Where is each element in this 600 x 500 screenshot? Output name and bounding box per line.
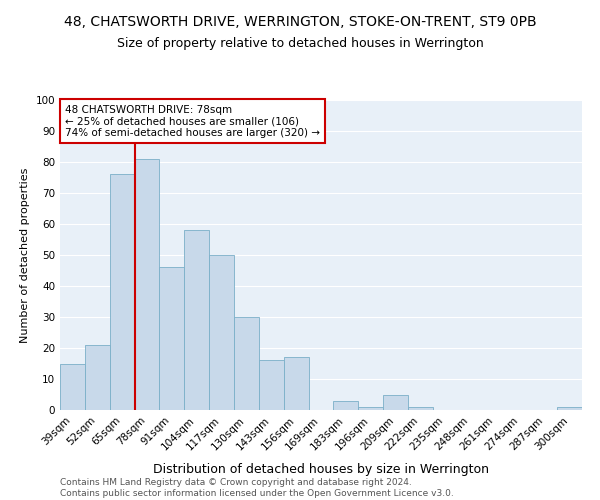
Bar <box>234 317 259 410</box>
Bar <box>358 407 383 410</box>
Bar <box>134 159 160 410</box>
Bar <box>259 360 284 410</box>
Bar <box>110 174 134 410</box>
Bar <box>383 394 408 410</box>
Bar <box>334 400 358 410</box>
Bar <box>209 255 234 410</box>
Bar <box>557 407 582 410</box>
Text: Contains HM Land Registry data © Crown copyright and database right 2024.
Contai: Contains HM Land Registry data © Crown c… <box>60 478 454 498</box>
Bar <box>284 358 308 410</box>
Text: 48 CHATSWORTH DRIVE: 78sqm
← 25% of detached houses are smaller (106)
74% of sem: 48 CHATSWORTH DRIVE: 78sqm ← 25% of deta… <box>65 104 320 138</box>
Bar <box>85 345 110 410</box>
Bar <box>60 364 85 410</box>
X-axis label: Distribution of detached houses by size in Werrington: Distribution of detached houses by size … <box>153 463 489 476</box>
Y-axis label: Number of detached properties: Number of detached properties <box>20 168 30 342</box>
Text: Size of property relative to detached houses in Werrington: Size of property relative to detached ho… <box>116 38 484 51</box>
Bar <box>160 268 184 410</box>
Bar <box>408 407 433 410</box>
Text: 48, CHATSWORTH DRIVE, WERRINGTON, STOKE-ON-TRENT, ST9 0PB: 48, CHATSWORTH DRIVE, WERRINGTON, STOKE-… <box>64 15 536 29</box>
Bar <box>184 230 209 410</box>
